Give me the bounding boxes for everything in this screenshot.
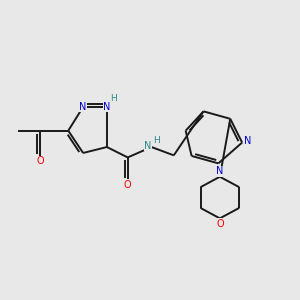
Text: N: N xyxy=(80,102,87,112)
Text: N: N xyxy=(216,167,224,176)
Text: O: O xyxy=(36,156,44,166)
Text: O: O xyxy=(216,219,224,229)
Text: N: N xyxy=(244,136,252,146)
Text: N: N xyxy=(103,102,111,112)
Text: H: H xyxy=(110,94,117,103)
Text: H: H xyxy=(154,136,160,145)
Text: O: O xyxy=(124,180,131,190)
Text: N: N xyxy=(144,140,152,151)
